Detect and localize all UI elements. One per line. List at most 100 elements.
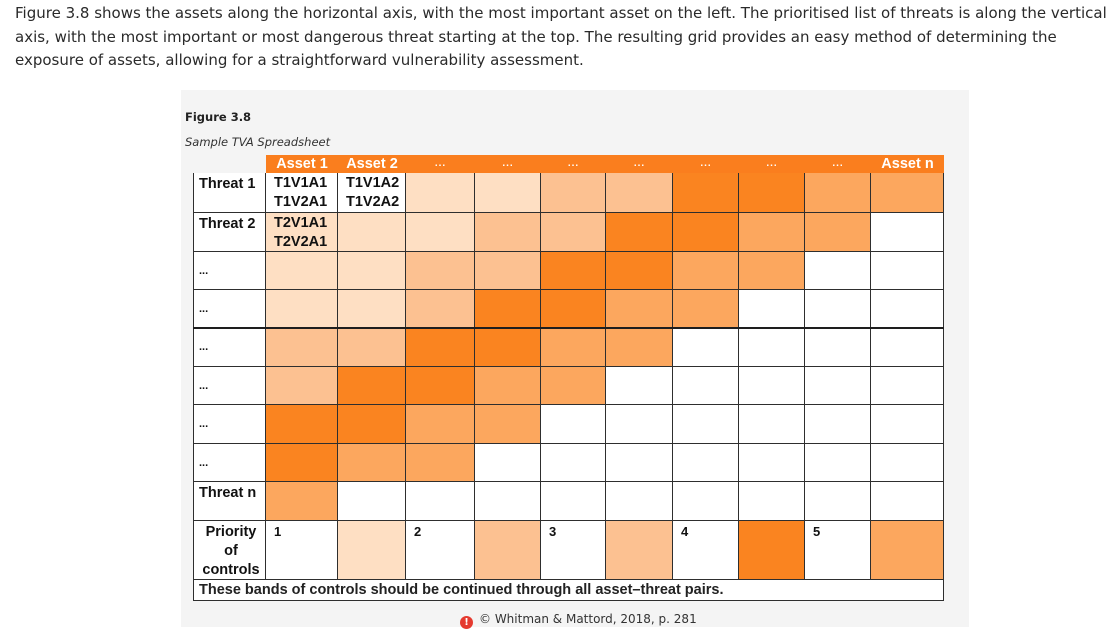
tva-cell — [673, 328, 739, 367]
tva-cell — [673, 290, 739, 328]
tva-cell — [475, 213, 541, 252]
tva-cell — [805, 405, 871, 444]
priority-cell — [871, 521, 944, 579]
priority-cell — [475, 521, 541, 579]
tva-cell — [739, 290, 805, 328]
tva-cell — [338, 444, 406, 482]
tva-cell — [475, 405, 541, 444]
tva-cell — [406, 173, 475, 213]
tva-cell — [871, 290, 944, 328]
tva-cell — [406, 290, 475, 328]
tva-cell — [541, 482, 606, 521]
tva-cell — [541, 173, 606, 213]
tva-cell — [673, 173, 739, 213]
tva-cell — [606, 328, 673, 367]
priority-cell: 3 — [541, 521, 606, 579]
tva-cell — [541, 290, 606, 328]
image-credit: ! © Whitman & Mattord, 2018, p. 281 — [460, 612, 697, 629]
tva-cell — [541, 252, 606, 290]
tva-cell — [541, 367, 606, 405]
tva-cell — [871, 482, 944, 521]
tva-cell — [805, 444, 871, 482]
tva-cell — [673, 482, 739, 521]
priority-cell: 1 — [266, 521, 338, 579]
column-header: ... — [832, 158, 844, 169]
threat-label: ... — [193, 328, 266, 367]
column-header: Asset 2 — [346, 156, 398, 172]
tva-cell — [266, 213, 338, 252]
tva-cell — [266, 444, 338, 482]
tva-cell — [673, 213, 739, 252]
tva-cell — [406, 482, 475, 521]
priority-cell — [338, 521, 406, 579]
tva-cell — [406, 213, 475, 252]
tva-cell — [475, 290, 541, 328]
tva-cell — [805, 482, 871, 521]
band-note: These bands of controls should be contin… — [193, 579, 944, 601]
tva-cell — [606, 173, 673, 213]
tva-cell — [606, 444, 673, 482]
tva-cell — [475, 482, 541, 521]
tva-cell — [871, 252, 944, 290]
tva-cell — [739, 482, 805, 521]
tva-cell — [338, 252, 406, 290]
header-row — [266, 155, 944, 173]
tva-cell — [871, 328, 944, 367]
column-header: Asset 1 — [276, 156, 328, 172]
tva-cell — [805, 290, 871, 328]
tva-cell — [871, 405, 944, 444]
column-header: ... — [434, 158, 447, 169]
tva-cell — [673, 252, 739, 290]
column-header: Asset n — [881, 156, 934, 172]
tva-cell — [338, 213, 406, 252]
tva-cell — [266, 290, 338, 328]
tva-cell — [673, 405, 739, 444]
tva-cell — [266, 252, 338, 290]
tva-cell — [871, 213, 944, 252]
tva-cell — [338, 482, 406, 521]
tva-cell — [541, 444, 606, 482]
tva-cell — [739, 405, 805, 444]
warning-icon[interactable]: ! — [460, 616, 473, 629]
threat-label: ... — [193, 290, 266, 328]
tva-cell — [606, 213, 673, 252]
credit-text: © Whitman & Mattord, 2018, p. 281 — [479, 612, 697, 626]
tva-cell — [406, 367, 475, 405]
tva-cell — [541, 213, 606, 252]
tva-cell — [739, 252, 805, 290]
tva-cell — [606, 367, 673, 405]
priority-cell — [606, 521, 673, 579]
tva-cell — [541, 328, 606, 367]
threat-label: ... — [193, 252, 266, 290]
tva-cell — [338, 290, 406, 328]
tva-cell — [266, 405, 338, 444]
tva-cell — [338, 328, 406, 367]
threat-label: Threat 1 — [193, 173, 266, 213]
priority-cell: 5 — [805, 521, 871, 579]
tva-cell — [266, 367, 338, 405]
grid-divider — [193, 327, 944, 329]
tva-cell — [871, 173, 944, 213]
tva-cell — [266, 173, 338, 213]
tva-cell — [406, 444, 475, 482]
threat-asset-pair: T2V1A1 T2V2A1 — [274, 215, 328, 250]
tva-cell — [739, 328, 805, 367]
column-header: ... — [567, 158, 580, 169]
threat-label: ... — [193, 444, 266, 482]
tva-cell — [805, 252, 871, 290]
threat-label: Threat n — [193, 482, 266, 521]
tva-cell — [805, 213, 871, 252]
tva-cell — [606, 252, 673, 290]
tva-cell — [739, 173, 805, 213]
priority-cell — [739, 521, 805, 579]
threat-label: ... — [193, 405, 266, 444]
priority-cell: 2 — [406, 521, 475, 579]
tva-cell — [871, 444, 944, 482]
tva-cell — [406, 252, 475, 290]
tva-cell — [805, 328, 871, 367]
tva-cell — [739, 444, 805, 482]
tva-cell — [475, 367, 541, 405]
tva-cell — [266, 328, 338, 367]
threat-asset-pair: T1V1A1 T1V2A1 — [274, 175, 328, 210]
figure-label: Figure 3.8 — [185, 110, 252, 124]
